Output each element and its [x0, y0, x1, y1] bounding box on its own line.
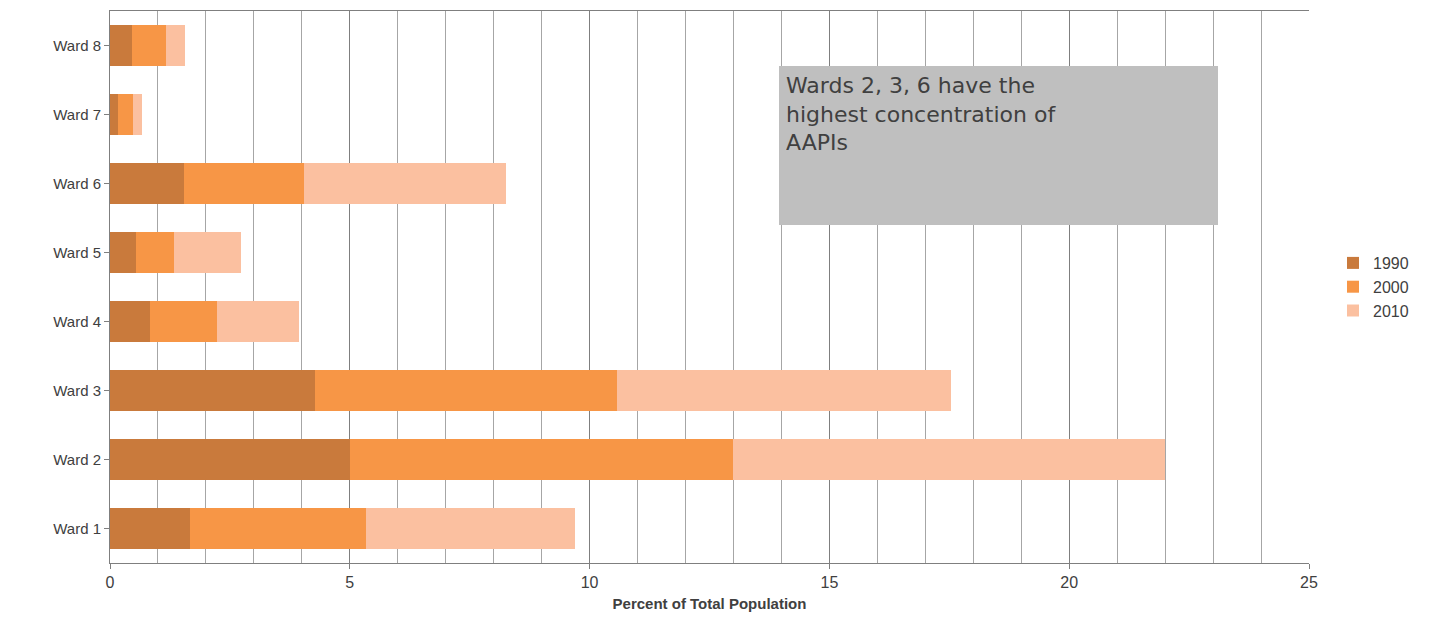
svg-text:15: 15: [821, 574, 839, 591]
svg-text:1990: 1990: [1373, 255, 1409, 272]
svg-text:10: 10: [581, 574, 599, 591]
svg-text:Ward 8: Ward 8: [53, 37, 101, 54]
svg-text:Wards 2, 3, 6 have thehighest: Wards 2, 3, 6 have thehighest concentrat…: [786, 73, 1056, 155]
svg-text:2000: 2000: [1373, 279, 1409, 296]
svg-text:2010: 2010: [1373, 303, 1409, 320]
svg-text:0: 0: [106, 574, 115, 591]
svg-text:Ward 2: Ward 2: [53, 451, 101, 468]
svg-text:Percent of Total Population: Percent of Total Population: [613, 595, 807, 612]
svg-text:5: 5: [345, 574, 354, 591]
svg-text:Ward 4: Ward 4: [53, 313, 101, 330]
svg-text:Ward 7: Ward 7: [53, 106, 101, 123]
svg-text:25: 25: [1300, 574, 1318, 591]
svg-text:Ward 6: Ward 6: [53, 175, 101, 192]
svg-text:Ward 1: Ward 1: [53, 520, 101, 537]
svg-text:20: 20: [1060, 574, 1078, 591]
svg-text:Ward 5: Ward 5: [53, 244, 101, 261]
svg-text:Ward 3: Ward 3: [53, 382, 101, 399]
